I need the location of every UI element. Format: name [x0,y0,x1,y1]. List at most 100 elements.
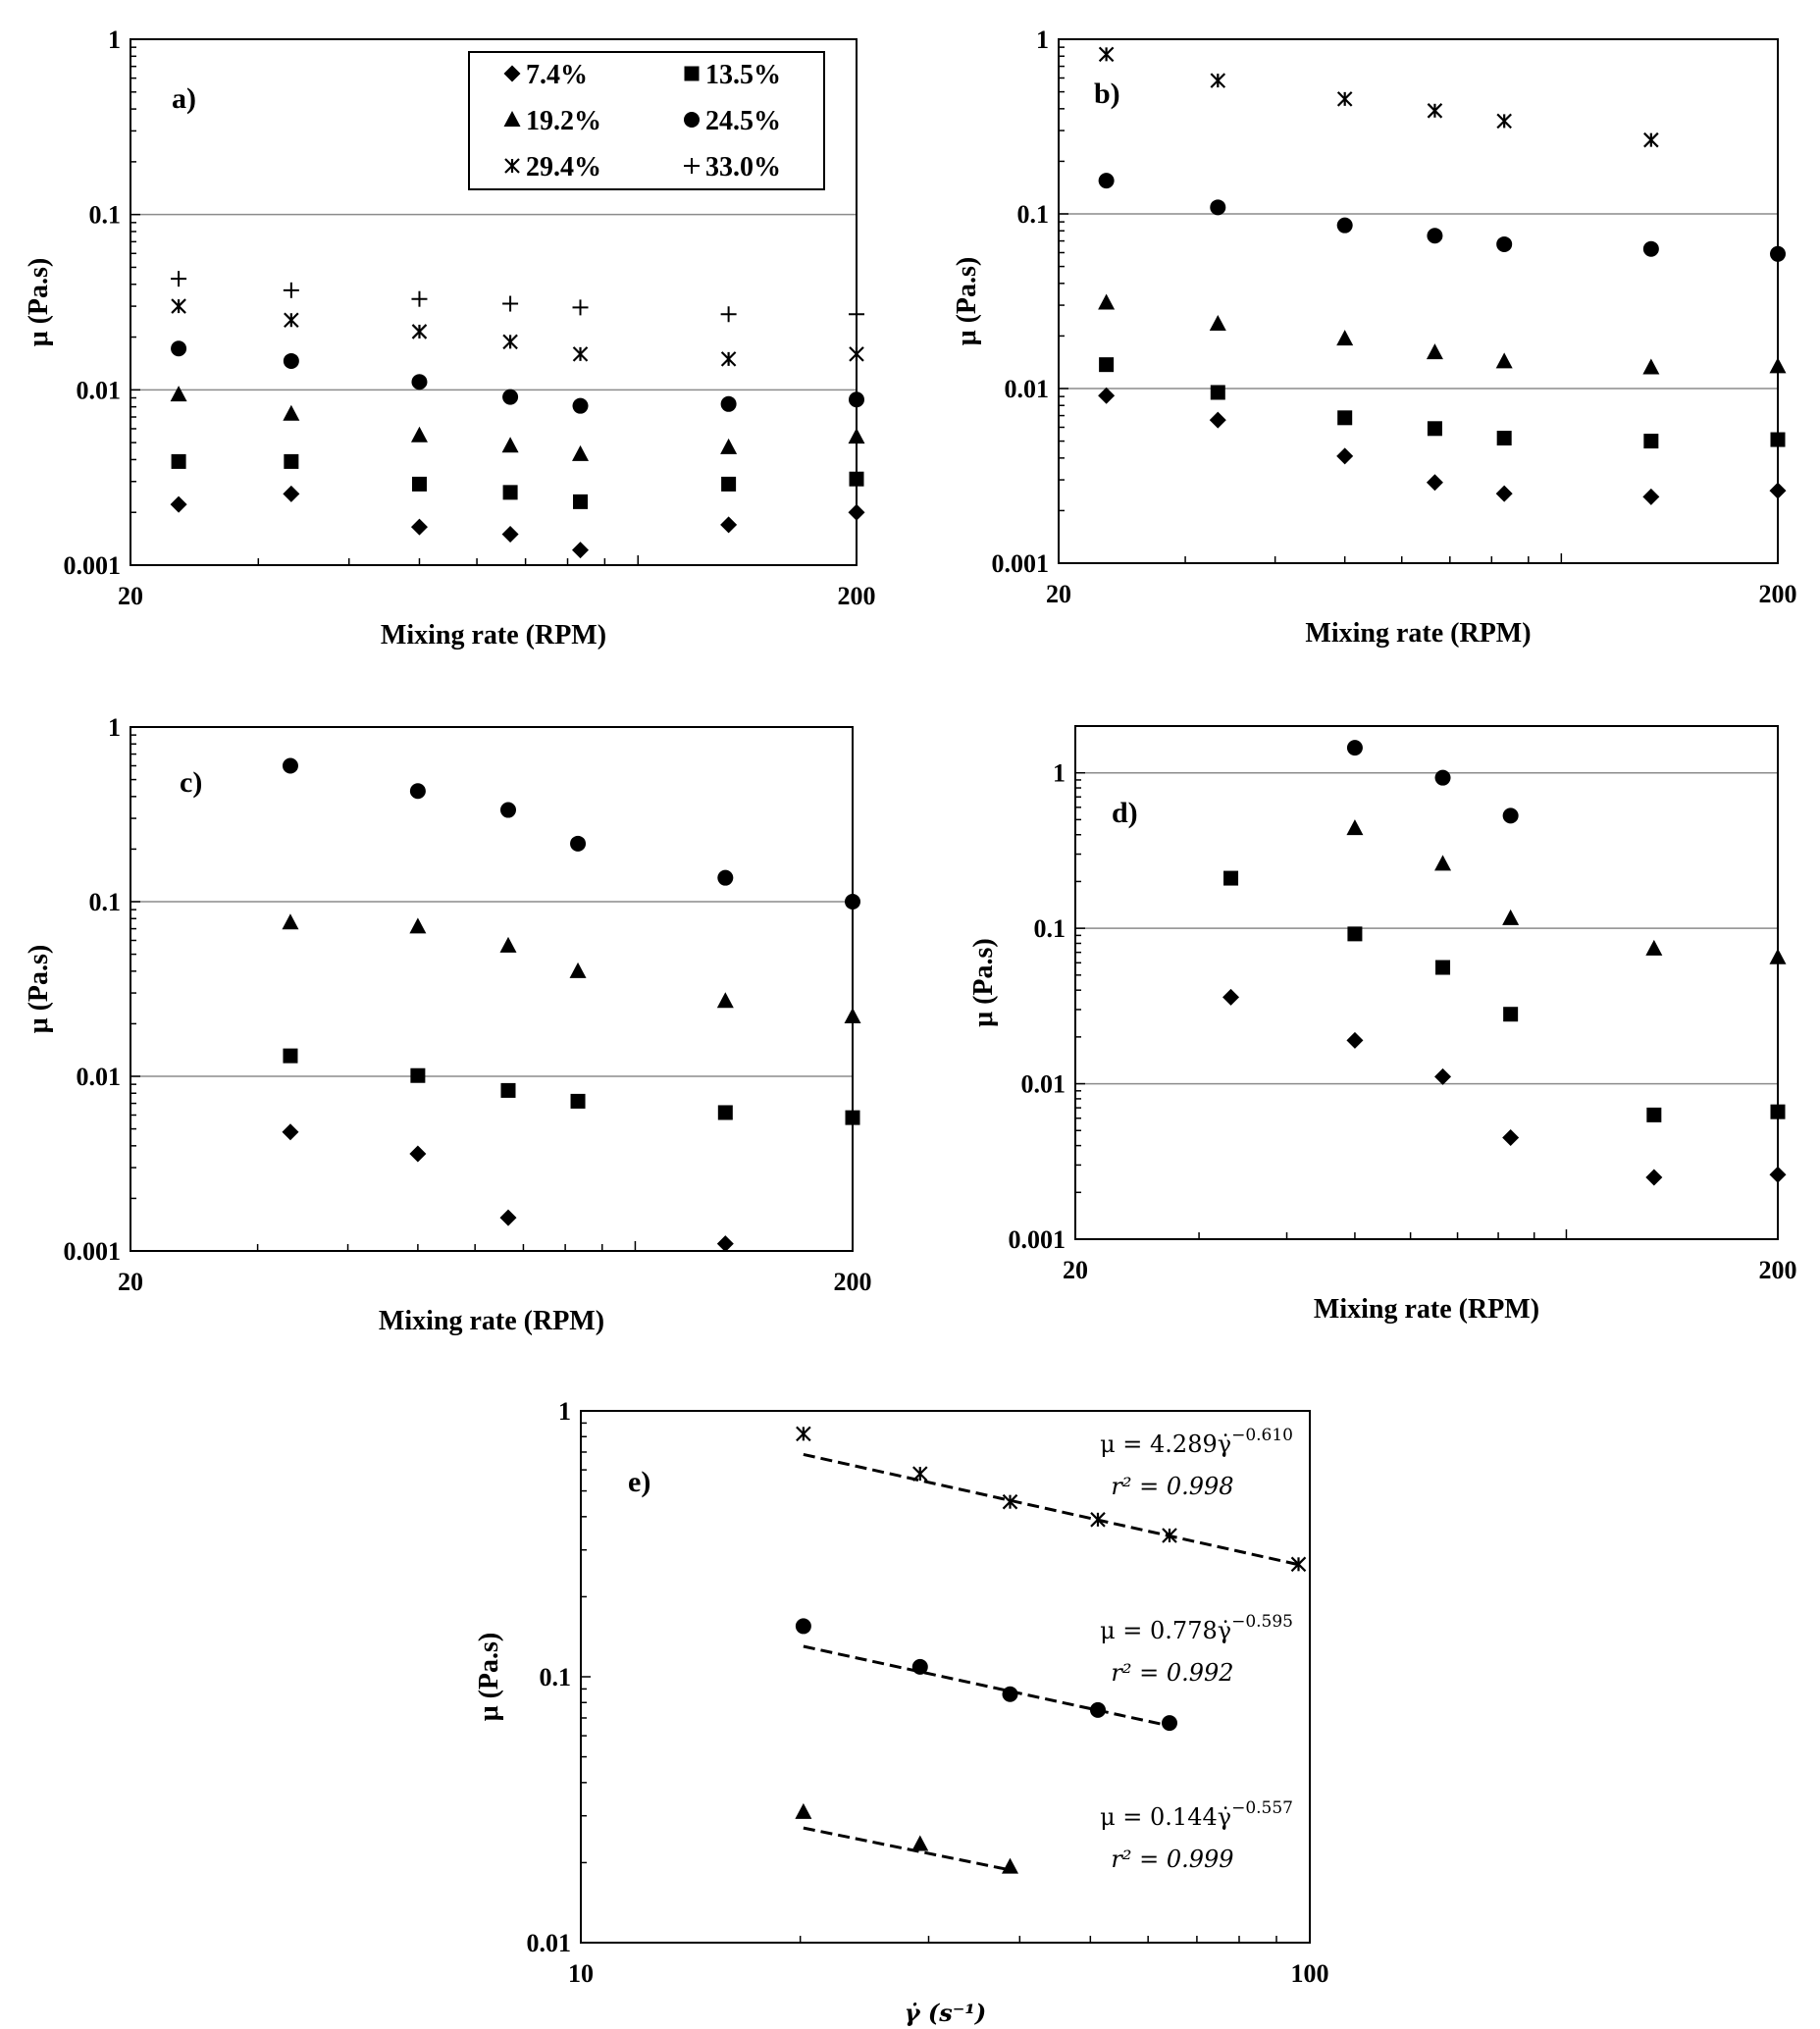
data-point [282,913,299,930]
data-point [1642,488,1660,505]
plot-frame [130,38,858,566]
data-point [572,542,590,559]
legend-label: 24.5% [705,106,781,136]
data-point [283,1048,298,1064]
data-point [1503,1007,1519,1022]
data-point [1222,988,1240,1006]
data-point [410,426,428,442]
data-point [572,346,589,362]
x-tick-label: 200 [838,582,876,610]
legend-label: 33.0% [705,152,781,182]
data-point [502,295,519,312]
y-tick-label: 1 [1053,759,1066,788]
data-point [1645,1169,1663,1186]
data-point [171,271,187,287]
data-point [409,1145,427,1163]
data-point [911,1658,928,1675]
y-tick-label: 0.1 [89,201,122,230]
data-point [170,386,187,402]
data-point [502,334,518,350]
data-point [1346,740,1363,756]
data-point [570,1093,586,1109]
data-point [1161,1715,1177,1732]
panel-d: 0.001 0.01 0.1 1 20 200 Mixing rate (RPM) μ (Pa… [968,725,1797,1325]
data-point [1337,410,1353,426]
fit-r2: r² = 0.992 [1111,1659,1233,1687]
y-tick-label: 0.01 [1021,1070,1066,1099]
data-point [1769,482,1787,499]
data-point [411,290,428,307]
data-point [845,894,860,910]
panel-label: c) [180,766,202,799]
data-point [795,1802,812,1819]
data-point [1769,357,1787,374]
fit-line [803,1452,1299,1567]
legend-marker [684,66,700,81]
data-point [499,1209,517,1226]
plot-frame [1058,38,1779,564]
y-axis-label: μ (Pa.s) [24,258,54,347]
data-point [1643,434,1659,449]
data-point [849,346,864,362]
y-tick-label: 1 [108,26,121,54]
data-point [1770,245,1786,262]
data-point [1645,939,1663,956]
legend-label: 29.4% [526,152,601,182]
x-tick-label: 20 [1063,1256,1088,1284]
data-point [1646,1107,1662,1122]
data-point [1090,1512,1106,1528]
legend-marker [503,111,521,127]
fit-equation: μ = 0.144γ̇−0.557 [1100,1798,1293,1831]
data-point [1426,343,1443,360]
data-point [911,1835,929,1851]
data-point [1098,387,1116,404]
data-point [1336,91,1353,107]
data-point [1209,314,1226,331]
fit-r2: r² = 0.999 [1111,1846,1233,1873]
data-point [410,1067,426,1083]
x-tick-label: 200 [834,1268,872,1296]
fit-equation: μ = 4.289γ̇−0.610 [1100,1426,1293,1458]
y-tick-label: 0.01 [77,1063,122,1091]
y-tick-label: 0.1 [540,1663,572,1691]
data-point [284,453,299,469]
data-point [1642,358,1660,375]
data-point [1427,421,1442,437]
data-point [721,476,737,492]
x-tick-label: 20 [118,582,143,610]
data-point [573,494,589,509]
plot-frame [1074,725,1779,1240]
data-point [1434,1067,1452,1085]
data-point [844,1008,861,1024]
data-point [283,404,300,421]
y-tick-label: 1 [558,1397,571,1426]
data-point [1098,46,1115,63]
data-point [1434,855,1452,871]
y-tick-label: 1 [1036,26,1049,54]
data-point [1098,173,1115,189]
y-tick-label: 0.1 [1017,200,1050,229]
x-axis-label: Mixing rate (RPM) [1305,618,1531,649]
data-point [283,485,300,502]
x-tick-label: 200 [1759,580,1797,608]
plot-frame [130,726,854,1252]
data-point [572,444,590,461]
data-point [1496,431,1512,446]
y-tick-label: 1 [108,713,121,742]
data-point [1427,228,1443,244]
y-axis-label: μ (Pa.s) [968,938,999,1027]
data-point [409,917,427,934]
legend-label: 13.5% [705,60,781,90]
data-point [720,306,737,323]
data-point [1642,240,1659,257]
data-point [1496,113,1512,130]
data-point [1099,357,1115,373]
data-point [500,1082,516,1098]
data-point [409,783,426,800]
panel-c: 0.001 0.01 0.1 1 20 200 Mixing rate (RPM) μ (Pa… [24,713,872,1336]
data-point [502,485,518,500]
data-point [848,503,865,521]
y-tick-label: 0.01 [527,1929,572,1957]
data-point [1770,1104,1786,1119]
